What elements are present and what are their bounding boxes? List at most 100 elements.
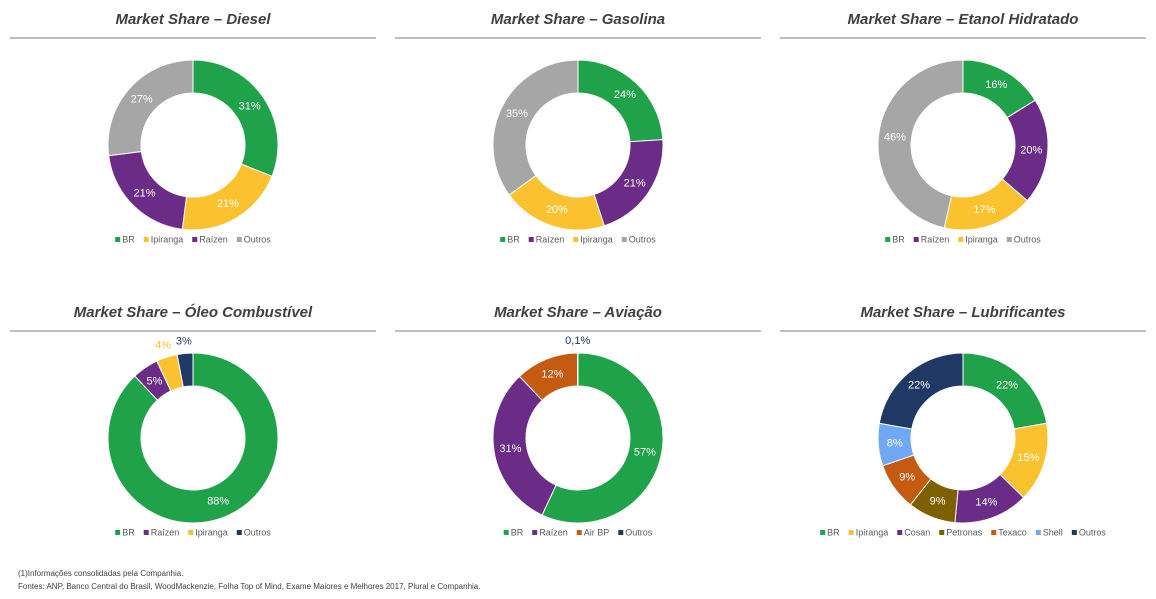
legend-swatch: [848, 530, 854, 535]
legend-swatch: [885, 237, 891, 242]
legend: BR Raízen Ipiranga Outros: [115, 527, 271, 537]
legend: BR Raízen Ipiranga Outros: [500, 234, 656, 244]
data-label: 17%: [973, 204, 995, 216]
legend-label: Raízen: [536, 234, 565, 244]
data-label: 9%: [930, 495, 946, 507]
legend-label: BR: [827, 527, 840, 537]
legend-swatch: [115, 237, 121, 242]
chart-title: Market Share – Diesel: [115, 11, 271, 28]
data-label: 9%: [899, 472, 915, 484]
legend-label: Air BP: [584, 527, 610, 537]
data-label: 35%: [506, 108, 528, 120]
legend-label: Outros: [1014, 234, 1042, 244]
legend-label: Petronas: [946, 527, 983, 537]
legend-swatch: [939, 530, 945, 535]
legend-swatch: [897, 530, 903, 535]
chart-title: Market Share – Óleo Combustível: [74, 303, 313, 321]
legend-label: Raízen: [199, 234, 228, 244]
legend-label: Raízen: [151, 527, 180, 537]
legend-swatch: [236, 237, 242, 242]
legend-label: BR: [507, 234, 520, 244]
donut-slice: [107, 352, 279, 524]
data-label: 3%: [176, 335, 192, 347]
legend-swatch: [1035, 530, 1041, 535]
donut-slice: [192, 59, 279, 177]
donut-slice: [107, 59, 194, 157]
data-label: 0,1%: [565, 335, 590, 347]
legend-swatch: [192, 237, 198, 242]
legend-label: Ipiranga: [151, 234, 184, 244]
donut-slice: [877, 59, 964, 229]
legend-label: Ipiranga: [580, 234, 613, 244]
legend-label: Cosan: [904, 527, 930, 537]
legend-swatch: [236, 530, 242, 535]
legend-swatch: [1071, 530, 1077, 535]
data-label: 15%: [1017, 452, 1039, 464]
donut-slice: [878, 352, 964, 430]
legend-swatch: [188, 530, 194, 535]
legend-swatch: [991, 530, 997, 535]
legend-label: Shell: [1043, 527, 1063, 537]
donut-slice: [541, 352, 664, 524]
legend-label: BR: [892, 234, 905, 244]
legend-swatch: [532, 530, 538, 535]
data-label: 27%: [131, 94, 153, 106]
data-label: 21%: [624, 177, 646, 189]
legend-swatch: [576, 530, 582, 535]
data-label: 57%: [634, 447, 656, 459]
legend-label: Outros: [244, 234, 272, 244]
legend-label: BR: [511, 527, 524, 537]
data-label: 24%: [614, 89, 636, 101]
data-label: 88%: [207, 496, 229, 508]
data-label: 5%: [147, 375, 163, 387]
legend: BR Ipiranga Raízen Outros: [115, 234, 271, 244]
legend-label: BR: [122, 234, 135, 244]
legend-label: Outros: [1079, 527, 1107, 537]
data-label: 20%: [1020, 144, 1042, 156]
footnote: (1)Informações consolidadas pela Companh…: [18, 569, 183, 578]
legend-swatch: [913, 237, 919, 242]
legend-swatch: [618, 530, 624, 535]
data-label: 14%: [975, 496, 997, 508]
legend-label: Ipiranga: [856, 527, 889, 537]
legend-swatch: [958, 237, 964, 242]
data-label: 46%: [884, 131, 906, 143]
legend-swatch: [621, 237, 627, 242]
legend-swatch: [115, 530, 121, 535]
data-label: 4%: [155, 340, 171, 352]
donut-slice: [492, 375, 557, 516]
legend-label: BR: [122, 527, 135, 537]
legend: BR Raízen Ipiranga Outros: [885, 234, 1041, 244]
donut-slice: [492, 59, 579, 196]
chart-title: Market Share – Aviação: [494, 304, 662, 321]
chart-title: Market Share – Lubrificantes: [860, 304, 1065, 321]
data-label: 31%: [239, 100, 261, 112]
legend: BR Ipiranga Cosan Petronas Texaco Shell Outros: [820, 527, 1106, 537]
data-label: 8%: [887, 437, 903, 449]
data-label: 16%: [985, 79, 1007, 91]
chart-title: Market Share – Gasolina: [491, 11, 665, 28]
legend-label: Ipiranga: [195, 527, 228, 537]
legend-swatch: [143, 237, 149, 242]
donut-slice: [576, 352, 579, 387]
legend-swatch: [143, 530, 149, 535]
legend-label: Texaco: [998, 527, 1027, 537]
footnote: Fontes: ANP, Banco Central do Brasil, Wo…: [18, 582, 480, 591]
legend-label: Outros: [625, 527, 653, 537]
data-label: 20%: [546, 204, 568, 216]
legend-swatch: [503, 530, 509, 535]
legend-swatch: [528, 237, 534, 242]
legend: BR Raízen Air BP Outros: [503, 527, 653, 537]
legend-swatch: [573, 237, 579, 242]
data-label: 31%: [499, 443, 521, 455]
data-label: 21%: [217, 198, 239, 210]
chart-title: Market Share – Etanol Hidratado: [848, 11, 1079, 28]
data-label: 22%: [996, 379, 1018, 391]
legend-swatch: [500, 237, 506, 242]
legend-label: Raízen: [539, 527, 568, 537]
data-label: 22%: [908, 379, 930, 391]
legend-label: Outros: [244, 527, 272, 537]
data-label: 21%: [134, 187, 156, 199]
data-label: 12%: [541, 368, 563, 380]
